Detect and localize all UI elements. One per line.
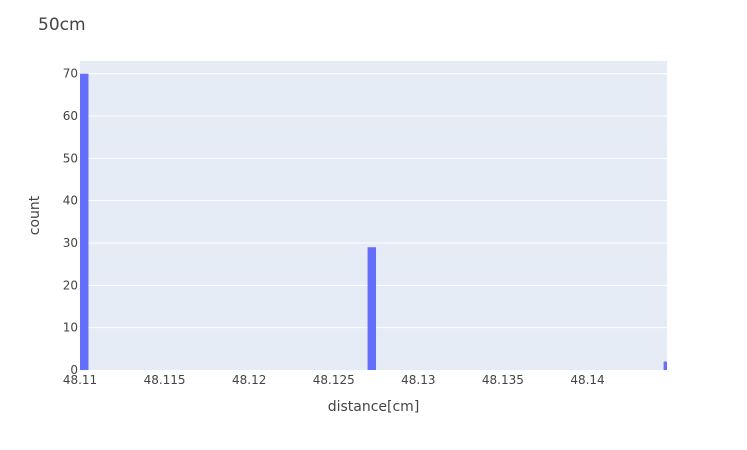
- x-tick-label: 48.115: [144, 373, 186, 387]
- bar: [367, 247, 377, 370]
- x-tick-label: 48.135: [482, 373, 524, 387]
- bars: [80, 73, 667, 370]
- y-tick-label: 30: [63, 236, 78, 250]
- x-tick-label: 48.125: [313, 373, 355, 387]
- y-tick-label: 10: [63, 321, 78, 335]
- y-tick-label: 50: [63, 151, 78, 165]
- y-tick-label: 20: [63, 278, 78, 292]
- y-tick-label: 40: [63, 194, 78, 208]
- x-axis-title: distance[cm]: [328, 399, 420, 415]
- x-tick-label: 48.11: [63, 373, 97, 387]
- x-tick-label: 48.12: [232, 373, 266, 387]
- chart-title: 50cm: [38, 15, 86, 35]
- y-tick-label: 60: [63, 109, 78, 123]
- bar: [663, 361, 667, 370]
- x-tick-label: 48.13: [401, 373, 435, 387]
- x-tick-label: 48.14: [570, 373, 604, 387]
- y-axis-ticks: 0 10 20 30 40 50 60 70: [63, 67, 78, 377]
- y-tick-label: 70: [63, 67, 78, 81]
- y-axis-title: count: [27, 195, 43, 235]
- bar: [80, 73, 89, 370]
- y-tick-label: 0: [70, 363, 78, 377]
- x-axis-ticks: 48.11 48.115 48.12 48.125 48.13 48.135 48.14: [63, 373, 605, 387]
